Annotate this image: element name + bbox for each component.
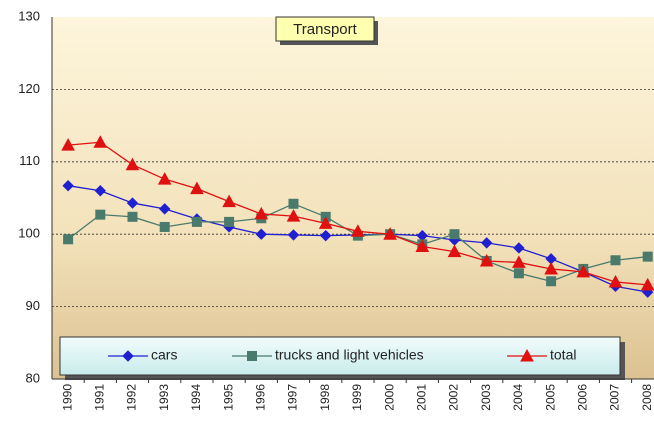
y-tick-label: 100 [18,226,40,241]
data-point [222,194,236,208]
legend: cars trucks and light vehicles total [108,347,576,363]
legend-marker [247,351,257,361]
series-lines [61,135,654,298]
data-point [383,227,397,240]
legend-marker [122,350,134,362]
x-tick-label: 2005 [543,384,557,411]
x-tick-label: 1991 [92,384,106,411]
y-tick-label: 110 [19,153,40,168]
x-tick-label: 1996 [253,384,267,411]
data-point [93,135,108,148]
x-tick-label: 2006 [575,384,589,411]
chart-title: Transport [293,21,357,38]
data-point [449,229,460,240]
legend-label: cars [151,347,177,363]
x-tick-label: 1993 [157,384,171,411]
data-point [62,179,74,192]
data-point [447,244,462,258]
x-tick-label: 2008 [640,384,654,411]
x-tick-label: 1998 [318,384,332,411]
x-tick-label: 2004 [511,384,525,411]
data-point [190,181,204,195]
x-tick-label: 2007 [608,384,622,411]
x-tick-label: 2003 [479,384,493,411]
data-point [287,229,300,241]
data-point [159,221,170,232]
data-point [319,229,332,242]
legend-marker [520,348,534,362]
data-point [127,211,138,222]
x-tick-label: 2000 [382,384,396,411]
data-point [642,251,653,262]
data-point [480,237,493,249]
x-tick-label: 1994 [189,384,203,411]
data-point [512,255,526,268]
data-point [513,268,524,279]
data-point [610,255,621,266]
x-tick-label: 1990 [60,384,74,411]
x-tick-label: 1999 [350,384,364,411]
data-point [191,216,202,227]
x-tick-label: 1995 [221,384,235,411]
data-point [415,239,430,253]
data-point [255,228,268,240]
data-point [576,264,591,278]
data-point [351,224,365,237]
data-point [157,172,172,185]
data-point [125,157,140,171]
x-tick-label: 2002 [447,384,461,411]
x-tick-label: 2001 [414,384,428,411]
data-point [318,216,333,229]
data-point [513,242,525,254]
data-point [126,197,139,209]
data-point [224,216,235,227]
x-tick-label: 1992 [125,384,139,411]
data-point [288,198,299,209]
data-point [158,203,171,215]
data-point [63,234,74,245]
y-tick-label: 90 [26,298,40,313]
data-point [254,206,269,220]
data-point [61,138,75,151]
data-point [640,277,654,291]
y-tick-label: 80 [26,370,40,385]
title-box [275,16,375,42]
data-point [94,185,107,197]
legend-label: trucks and light vehicles [275,347,424,363]
data-point [479,253,494,267]
data-point [608,274,623,288]
data-point [95,209,106,220]
legend-label: total [550,347,576,363]
y-tick-label: 120 [18,81,40,96]
data-point [286,209,301,222]
data-point [546,276,557,287]
data-point [544,261,558,275]
y-tick-label: 130 [18,8,40,23]
x-tick-label: 1997 [286,384,300,411]
plot-area [52,17,654,379]
grid [52,89,654,308]
